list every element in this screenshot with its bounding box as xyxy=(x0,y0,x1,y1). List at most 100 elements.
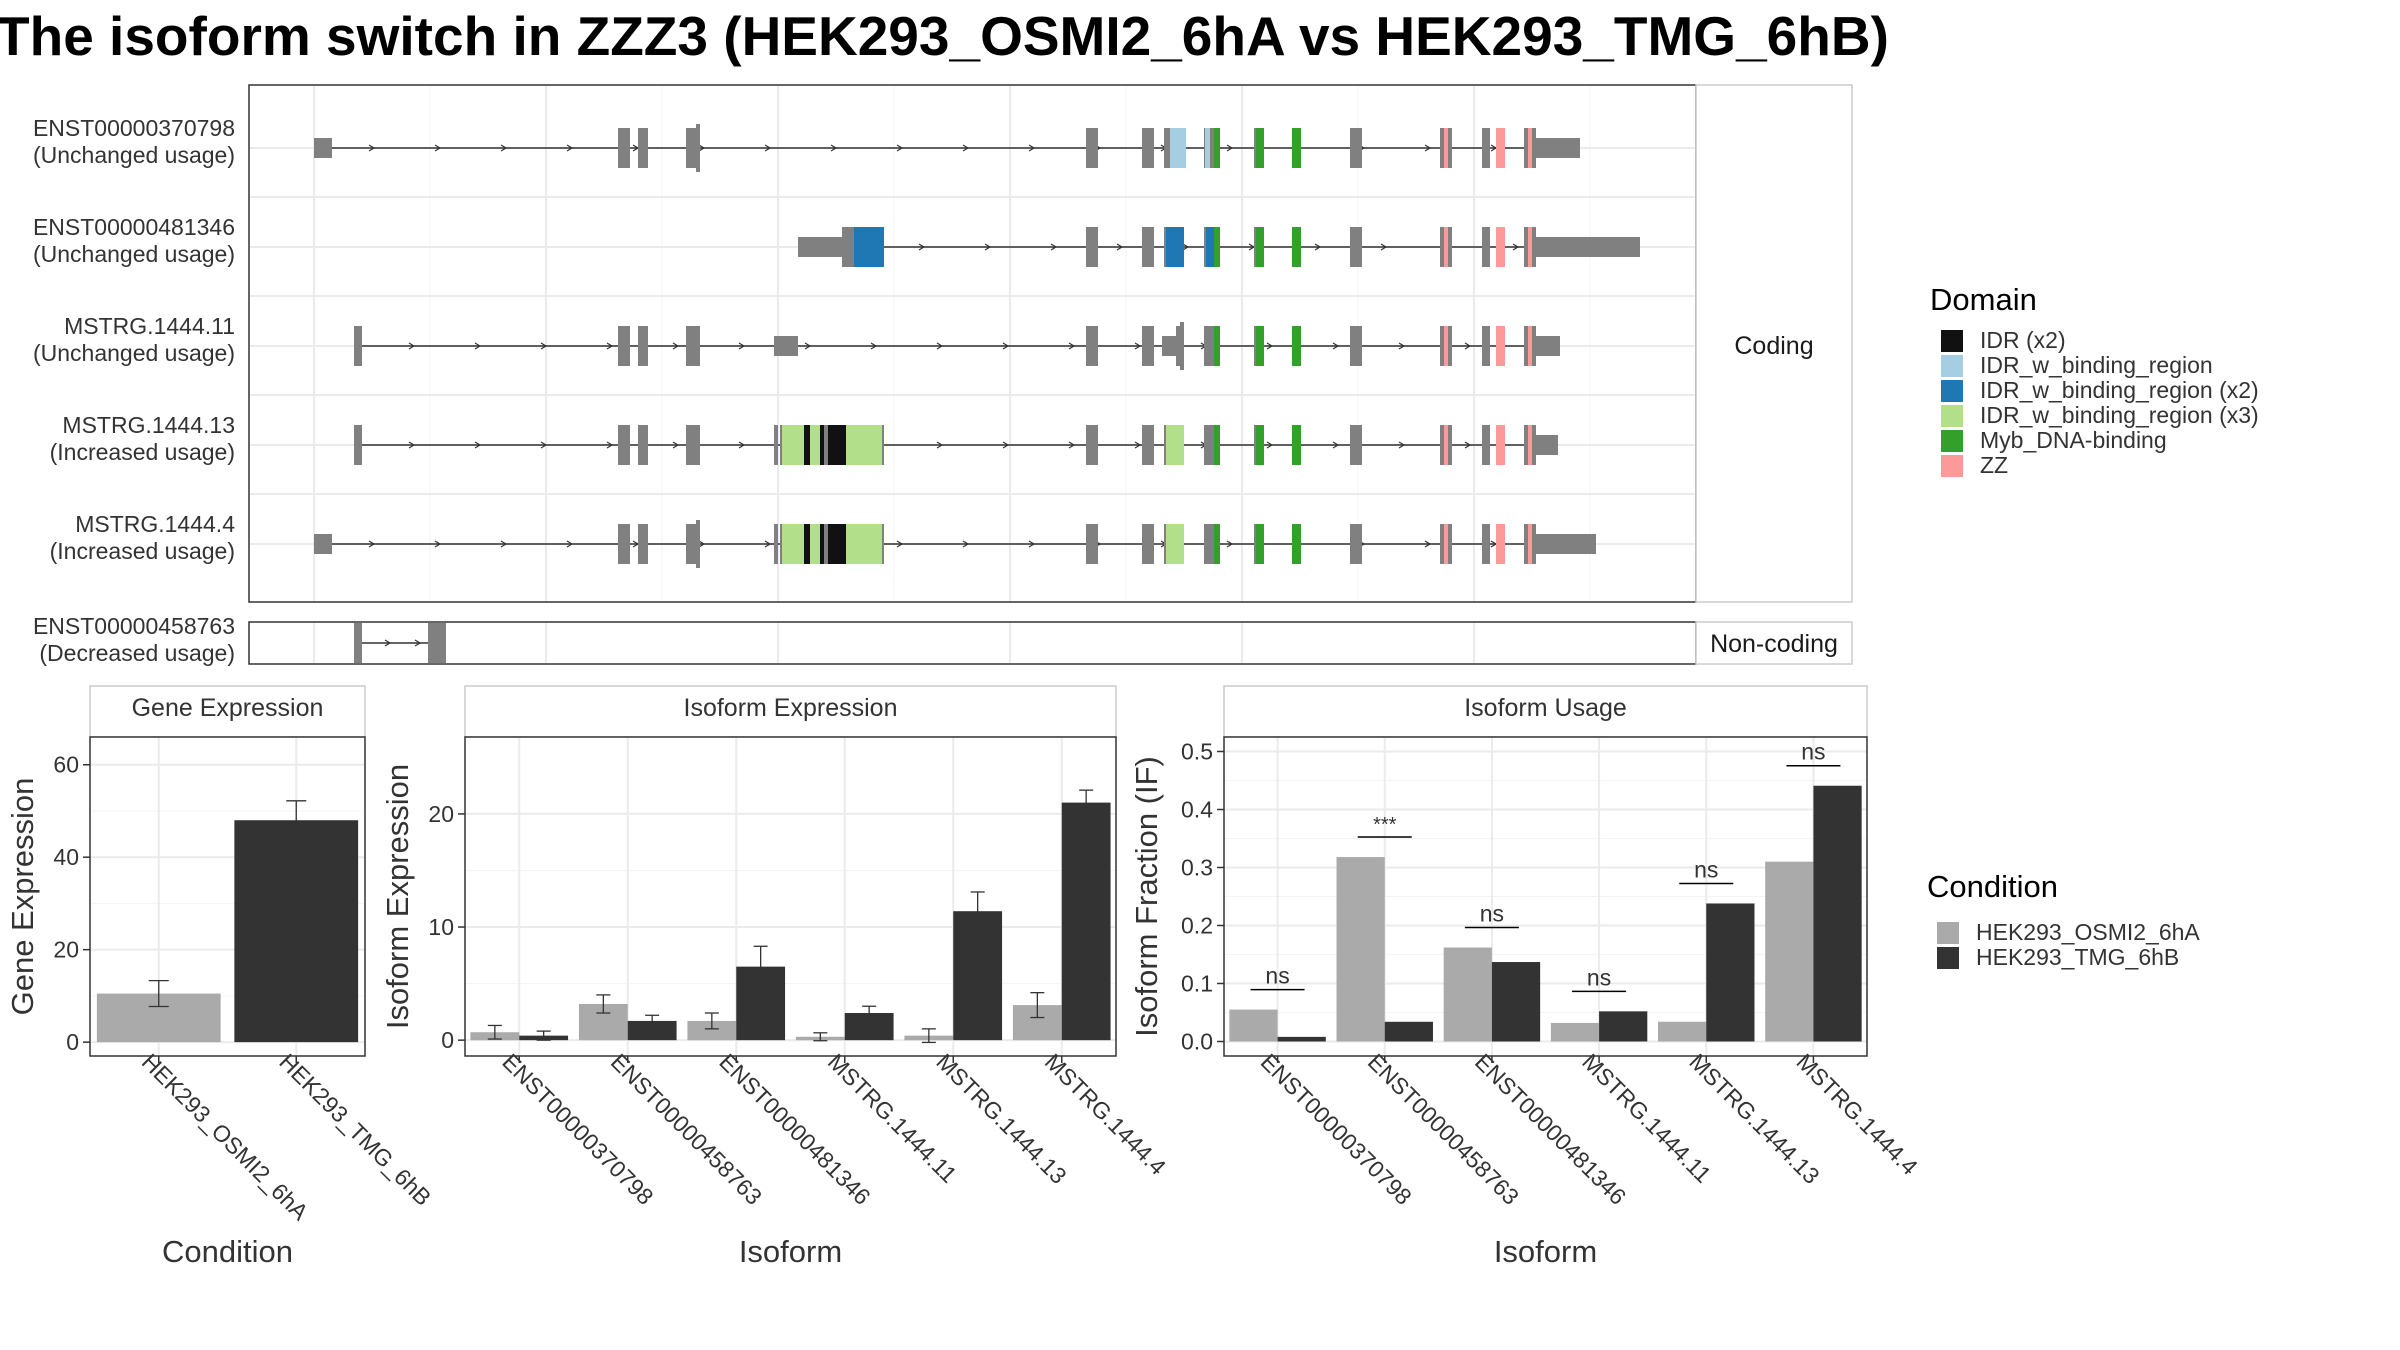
transcript-id: ENST00000370798 xyxy=(33,115,235,141)
domain-region xyxy=(846,425,856,465)
domain-region xyxy=(856,425,882,465)
domain-legend-label: IDR_w_binding_region xyxy=(1980,352,2213,378)
domain-region xyxy=(1444,128,1448,168)
coding-transcript-tracks xyxy=(314,124,1640,568)
coding-exon xyxy=(354,326,362,366)
domain-region xyxy=(782,425,804,465)
coding-exon xyxy=(618,326,630,366)
transcript-usage: (Decreased usage) xyxy=(39,640,235,666)
bar xyxy=(1765,861,1814,1042)
intron-direction-arrow xyxy=(1226,540,1234,548)
domain-region xyxy=(1256,128,1264,168)
transcript-id: MSTRG.1444.13 xyxy=(62,412,235,438)
chart-strip xyxy=(464,685,1117,738)
y-tick-label: 10 xyxy=(428,914,454,940)
intron-direction-arrow xyxy=(672,441,680,449)
y-axis-title: Gene Expression xyxy=(5,778,40,1016)
domain-region xyxy=(1528,425,1532,465)
domain-region xyxy=(856,524,882,564)
bar xyxy=(1384,1021,1433,1042)
bar xyxy=(953,911,1003,1041)
intron-direction-arrow xyxy=(1424,144,1432,152)
bar xyxy=(1491,962,1541,1042)
coding-exon xyxy=(1204,326,1216,366)
y-tick-label: 20 xyxy=(53,937,79,963)
chart-strip-title: Isoform Usage xyxy=(1464,694,1627,722)
domain-region xyxy=(1292,425,1301,465)
x-axis-title: Condition xyxy=(162,1234,293,1269)
intron-direction-arrow xyxy=(1226,144,1234,152)
domain-legend-label: ZZ xyxy=(1980,452,2008,478)
intron-direction-arrow xyxy=(368,144,376,152)
domain-region xyxy=(1528,524,1532,564)
bar xyxy=(687,1020,737,1041)
significance-label: ns xyxy=(1265,963,1289,989)
domain-legend-title: Domain xyxy=(1930,282,2037,317)
y-tick-label: 20 xyxy=(428,801,454,827)
intron-direction-arrow xyxy=(408,342,416,350)
domain-region xyxy=(1292,326,1301,366)
domain-legend-key xyxy=(1941,355,1963,377)
domain-legend-key xyxy=(1941,430,1963,452)
utr-exon xyxy=(1534,237,1640,257)
significance-label: ns xyxy=(1694,856,1718,882)
y-axis-title: Isoform Fraction (IF) xyxy=(1129,756,1164,1037)
bar xyxy=(627,1020,677,1041)
intron-direction-arrow xyxy=(1398,441,1406,449)
domain-region xyxy=(810,524,820,564)
coding-exon xyxy=(1482,425,1490,465)
coding-exon xyxy=(1086,326,1098,366)
intron-direction-arrow xyxy=(1332,342,1340,350)
transcript-id: MSTRG.1444.4 xyxy=(75,511,235,537)
intron-direction-arrow xyxy=(384,639,392,647)
intron-direction-arrow xyxy=(474,342,482,350)
coding-exon xyxy=(1350,128,1362,168)
domain-region xyxy=(1256,425,1264,465)
chart-strip xyxy=(89,685,366,738)
y-axis-title: Isoform Expression xyxy=(380,764,415,1029)
gene-expression-chart: Gene Expression0204060HEK293_OSMI2_6hAHE… xyxy=(5,685,436,1269)
intron-direction-arrow xyxy=(936,441,944,449)
intron-direction-arrow xyxy=(1332,441,1340,449)
bar xyxy=(234,820,359,1043)
domain-region xyxy=(1214,425,1220,465)
domain-region xyxy=(804,524,810,564)
significance-label: *** xyxy=(1373,814,1397,836)
coding-exon xyxy=(1350,227,1362,267)
intron-direction-arrow xyxy=(804,342,812,350)
domain-region xyxy=(1444,326,1448,366)
significance-label: ns xyxy=(1587,964,1611,990)
coding-exon xyxy=(638,425,648,465)
domain-region xyxy=(1496,128,1505,168)
domain-region xyxy=(828,425,846,465)
domain-legend-label: IDR_w_binding_region (x3) xyxy=(1980,402,2259,428)
domain-region xyxy=(1292,128,1301,168)
condition-legend-label: HEK293_OSMI2_6hA xyxy=(1976,919,2200,945)
intron-direction-arrow xyxy=(1424,540,1432,548)
utr-exon xyxy=(774,336,798,356)
intron-direction-arrow xyxy=(962,540,970,548)
noncoding-exon xyxy=(354,623,362,663)
utr-exon xyxy=(1534,435,1558,455)
intron-direction-arrow xyxy=(698,540,706,548)
intron-direction-arrow xyxy=(1068,342,1076,350)
transcript-label: MSTRG.1444.4(Increased usage) xyxy=(50,511,236,564)
intron-direction-arrow xyxy=(1314,243,1322,251)
coding-exon xyxy=(1180,322,1184,370)
utr-exon xyxy=(1534,336,1560,356)
domain-region xyxy=(1166,524,1184,564)
intron-direction-arrow xyxy=(540,342,548,350)
y-tick-label: 0.5 xyxy=(1181,739,1213,765)
intron-direction-arrow xyxy=(606,342,614,350)
intron-direction-arrow xyxy=(870,342,878,350)
domain-region xyxy=(1496,326,1505,366)
noncoding-transcript-track xyxy=(354,623,446,663)
coding-exon xyxy=(638,524,648,564)
intron-direction-arrow xyxy=(738,342,746,350)
coding-exon xyxy=(1482,128,1490,168)
domain-legend-key xyxy=(1941,330,1963,352)
intron-direction-arrow xyxy=(1464,342,1472,350)
coding-exon xyxy=(1350,425,1362,465)
